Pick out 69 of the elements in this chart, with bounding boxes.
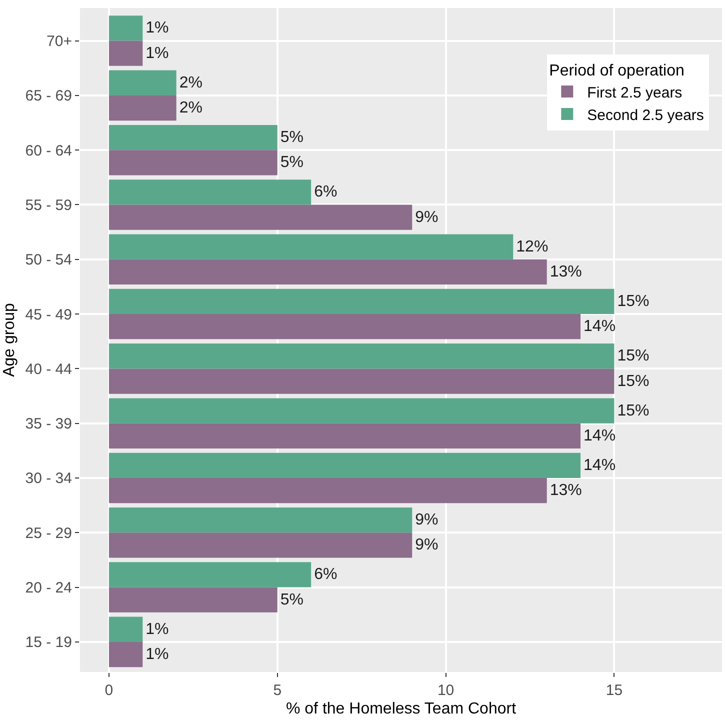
bar	[108, 180, 312, 205]
data-label: 14%	[584, 318, 616, 336]
data-label: 9%	[415, 512, 438, 529]
legend-label: Second 2.5 years	[587, 106, 704, 124]
data-label: 1%	[146, 620, 169, 638]
data-label: 15%	[617, 372, 650, 390]
bar	[108, 532, 412, 558]
y-tick-label: 35 - 39	[25, 416, 72, 433]
data-label: 1%	[146, 646, 169, 664]
bar	[108, 314, 581, 340]
y-tick-label: 40 - 44	[25, 360, 72, 378]
y-tick-label: 30 - 34	[25, 470, 72, 488]
data-label: 14%	[584, 456, 616, 474]
data-label: 15%	[617, 402, 650, 420]
x-axis-title: % of the Homeless Team Cohort	[286, 700, 517, 718]
data-label: 14%	[584, 427, 616, 444]
bar	[108, 398, 614, 424]
bar	[108, 616, 143, 642]
y-tick-label: 45 - 49	[25, 306, 72, 324]
bar	[108, 16, 143, 41]
x-tick-label: 0	[104, 682, 114, 699]
bar	[108, 562, 312, 588]
data-label: 15%	[617, 348, 650, 365]
data-label: 1%	[146, 44, 169, 62]
bar	[108, 95, 176, 121]
data-label: 15%	[617, 292, 650, 310]
data-label: 5%	[280, 129, 304, 146]
bar	[108, 452, 581, 478]
data-label: 2%	[179, 100, 202, 117]
y-tick-label: 70+	[46, 33, 72, 50]
bar	[108, 642, 143, 668]
bar	[108, 204, 412, 230]
y-tick-label: 65 - 69	[25, 88, 72, 105]
x-tick-label: 15	[606, 682, 623, 699]
bar	[108, 124, 278, 150]
bar	[108, 423, 581, 448]
bar	[108, 259, 547, 285]
data-label: 12%	[516, 238, 548, 256]
data-label: 9%	[415, 208, 438, 226]
data-label: 13%	[550, 482, 582, 500]
legend-label: First 2.5 years	[587, 84, 682, 102]
data-label: 9%	[415, 536, 438, 554]
y-tick-label: 15 - 19	[25, 634, 72, 652]
x-tick-label: 5	[273, 682, 282, 699]
data-label: 6%	[314, 184, 338, 201]
data-label: 1%	[146, 20, 169, 37]
y-tick-label: 55 - 59	[25, 196, 72, 214]
bar	[108, 478, 547, 504]
bar	[108, 508, 412, 533]
bar	[108, 587, 278, 612]
y-tick-label: 20 - 24	[25, 580, 72, 597]
bar	[108, 150, 278, 176]
bar	[108, 288, 614, 314]
bar	[108, 40, 143, 66]
y-tick-label: 60 - 64	[25, 142, 72, 160]
data-label: 2%	[179, 74, 202, 92]
y-tick-label: 25 - 29	[25, 524, 72, 542]
y-axis-title: Age group	[1, 302, 18, 377]
data-label: 6%	[314, 566, 338, 584]
legend-title: Period of operation	[549, 62, 684, 80]
bar	[108, 70, 176, 96]
bar	[108, 234, 514, 260]
data-label: 5%	[280, 591, 304, 608]
bar	[108, 344, 614, 369]
x-tick-label: 10	[437, 682, 454, 699]
y-tick-label: 50 - 54	[25, 252, 72, 269]
data-label: 5%	[280, 154, 304, 172]
data-label: 13%	[550, 263, 582, 280]
bar	[108, 368, 614, 394]
